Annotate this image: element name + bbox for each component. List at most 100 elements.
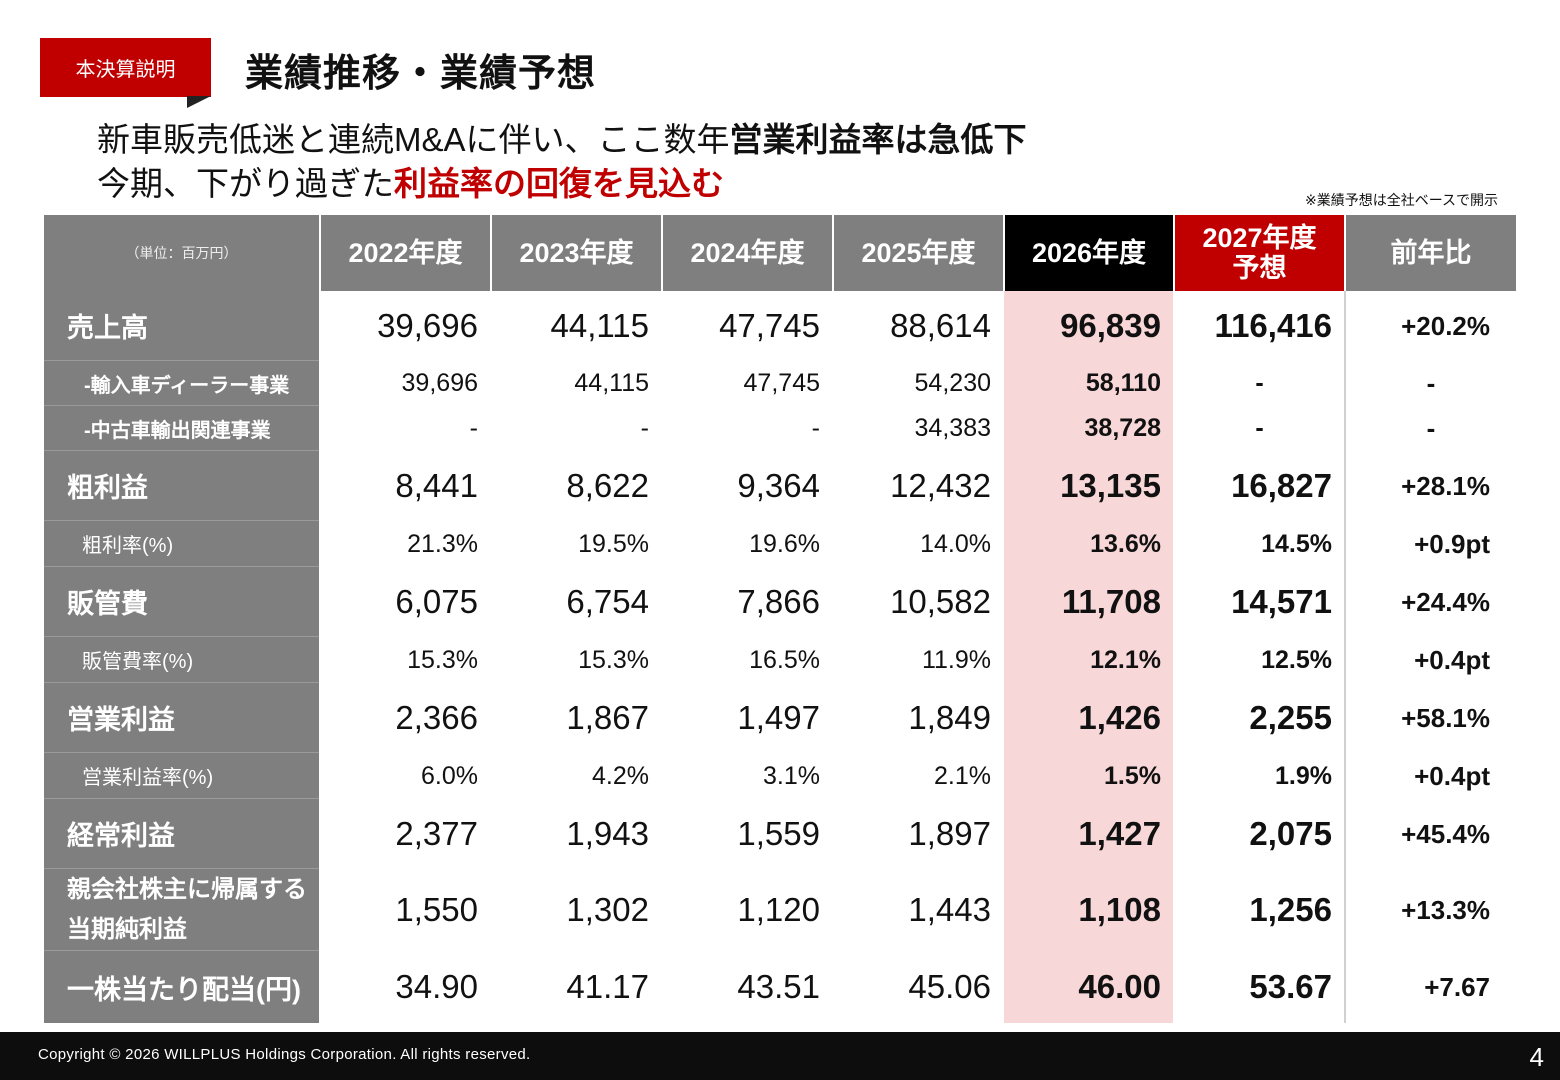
- row-label-line1: 親会社株主に帰属する: [67, 875, 307, 903]
- row-label-column: [44, 291, 319, 1023]
- table-cell: 47,745: [719, 307, 820, 344]
- table-cell: 11,708: [1061, 583, 1161, 620]
- table-row: -中古車輸出関連事業 - - - 34,383 38,728 - -: [44, 406, 1516, 451]
- headline-line-2-red: 利益率の回復を見込む: [394, 165, 724, 202]
- row-label-line2: 当期純利益: [67, 915, 187, 943]
- col-header-2022: 2022年度: [321, 215, 490, 291]
- table-cell: 2,377: [395, 815, 478, 852]
- table-cell: 1,108: [1078, 891, 1161, 928]
- table-cell: +7.67: [1424, 971, 1490, 1002]
- table-cell: 13,135: [1060, 467, 1161, 504]
- table-cell: 14.5%: [1261, 529, 1332, 558]
- footer-bar: Copyright © 2026 WILLPLUS Holdings Corpo…: [0, 1032, 1560, 1080]
- table-cell: 10,582: [890, 583, 991, 620]
- table-cell: 45.06: [908, 968, 991, 1005]
- table-cell: 8,441: [395, 467, 478, 504]
- table-cell: 1,897: [908, 815, 991, 852]
- table-row: 営業利益率(%) 6.0% 4.2% 3.1% 2.1% 1.5% 1.9% +0.4pt: [44, 753, 1516, 799]
- table-cell: 1,427: [1078, 815, 1161, 852]
- table-cell: 1,120: [737, 891, 820, 928]
- table-cell: 39,696: [401, 369, 478, 397]
- copyright-text: Copyright © 2026 WILLPLUS Holdings Corpo…: [38, 1046, 531, 1063]
- table-cell: +45.4%: [1401, 818, 1490, 849]
- table-cell: -: [1426, 413, 1436, 443]
- col-header-2027-line2: 予想: [1232, 253, 1287, 283]
- table-cell: 53.67: [1249, 968, 1332, 1005]
- table-cell: 96,839: [1060, 307, 1161, 344]
- table-cell: 41.17: [566, 968, 649, 1005]
- table-cell: 1,497: [737, 699, 820, 736]
- table-row: 一株当たり配当(円) 34.90 41.17 43.51 45.06 46.00 53.67…: [44, 951, 1516, 1023]
- row-label: 粗利率(%): [44, 521, 319, 567]
- headline-line-1-bold: 営業利益率は急低下: [729, 121, 1027, 158]
- table-cell: 14.0%: [920, 529, 991, 558]
- table-cell: 58,110: [1085, 369, 1161, 397]
- table-row: 粗利率(%) 21.3% 19.5% 19.6% 14.0% 13.6% 14.5% +0.9…: [44, 521, 1516, 567]
- headline-line-1: 新車販売低迷と連続M&Aに伴い、ここ数年営業利益率は急低下: [97, 120, 1027, 160]
- row-label: 売上高: [44, 291, 319, 361]
- table-cell: 88,614: [890, 307, 991, 344]
- col-header-2027-line1: 2027年度: [1202, 223, 1317, 253]
- table-cell: +0.9pt: [1414, 528, 1490, 559]
- row-label: -輸入車ディーラー事業: [44, 361, 319, 406]
- table-cell: 19.5%: [578, 529, 649, 558]
- table-cell: 1,943: [566, 815, 649, 852]
- table-cell: 8,622: [566, 467, 649, 504]
- forecast-note: ※業績予想は全社ベースで開示: [1304, 192, 1498, 208]
- table-cell: 1,443: [908, 891, 991, 928]
- table-cell: 2,255: [1249, 699, 1332, 736]
- table-cell: -: [1255, 369, 1264, 397]
- col-header-2023: 2023年度: [492, 215, 661, 291]
- table-row: 親会社株主に帰属する 当期純利益 1,550 1,302 1,120 1,443 1,108…: [44, 869, 1516, 951]
- table-cell: 6.0%: [421, 761, 478, 790]
- table-cell: 6,075: [395, 583, 478, 620]
- table-cell: 1.5%: [1104, 761, 1161, 790]
- table-cell: 43.51: [737, 968, 820, 1005]
- table-cell: 44,115: [574, 369, 649, 397]
- table-cell: 21.3%: [407, 529, 478, 558]
- table-cell: 9,364: [737, 467, 820, 504]
- table-cell: 2.1%: [934, 761, 991, 790]
- table-cell: 12.5%: [1261, 645, 1332, 674]
- row-label: 販管費率(%): [44, 637, 319, 683]
- row-label: 一株当たり配当(円): [67, 974, 301, 1005]
- table-cell: +28.1%: [1401, 470, 1490, 501]
- table-cell: 1.9%: [1275, 761, 1332, 790]
- headline-line-2: 今期、下がり過ぎた利益率の回復を見込む: [97, 164, 724, 204]
- col-header-yoy: 前年比: [1346, 215, 1516, 291]
- table-cell: 13.6%: [1090, 529, 1161, 558]
- table-cell: 7,866: [737, 583, 820, 620]
- page-title: 業績推移・業績予想: [245, 53, 597, 95]
- row-label: 販管費: [44, 567, 319, 637]
- page-number: 4: [1529, 1042, 1544, 1072]
- table-cell: 1,867: [566, 699, 649, 736]
- table-cell: 1,559: [737, 815, 820, 852]
- row-label: -中古車輸出関連事業: [44, 406, 319, 451]
- table-cell: 16,827: [1231, 467, 1332, 504]
- table-cell: 46.00: [1078, 968, 1161, 1005]
- table-cell: 15.3%: [578, 645, 649, 674]
- table-cell: 2,075: [1249, 815, 1332, 852]
- table-cell: 116,416: [1214, 307, 1332, 344]
- table-row: 販管費 6,075 6,754 7,866 10,582 11,708 14,571 +24.…: [44, 567, 1516, 637]
- tag-notch: [187, 96, 211, 108]
- table-cell: +0.4pt: [1414, 760, 1490, 791]
- table-cell: 2,366: [395, 699, 478, 736]
- headline-line-2-normal: 今期、下がり過ぎた: [97, 165, 394, 202]
- headline-line-1-normal: 新車販売低迷と連続M&Aに伴い、ここ数年: [97, 121, 730, 158]
- table-cell: +24.4%: [1401, 586, 1490, 617]
- column-divider: [1344, 291, 1346, 1023]
- table-cell: 47,745: [743, 369, 820, 397]
- table-cell: 11.9%: [921, 645, 991, 674]
- table-cell: 1,302: [566, 891, 649, 928]
- row-label: 親会社株主に帰属する 当期純利益: [44, 869, 319, 951]
- table-cell: 1,256: [1249, 891, 1332, 928]
- table-row: 売上高 39,696 44,115 47,745 88,614 96,839 116,416…: [44, 291, 1516, 361]
- table-cell: 34,383: [914, 414, 991, 442]
- highlight-column-2026: [1004, 291, 1173, 1023]
- table-cell: 14,571: [1231, 583, 1332, 620]
- col-header-2024: 2024年度: [663, 215, 832, 291]
- table-cell: 15.3%: [407, 645, 478, 674]
- table-cell: -: [1255, 414, 1264, 442]
- section-tag: 本決算説明: [40, 38, 211, 97]
